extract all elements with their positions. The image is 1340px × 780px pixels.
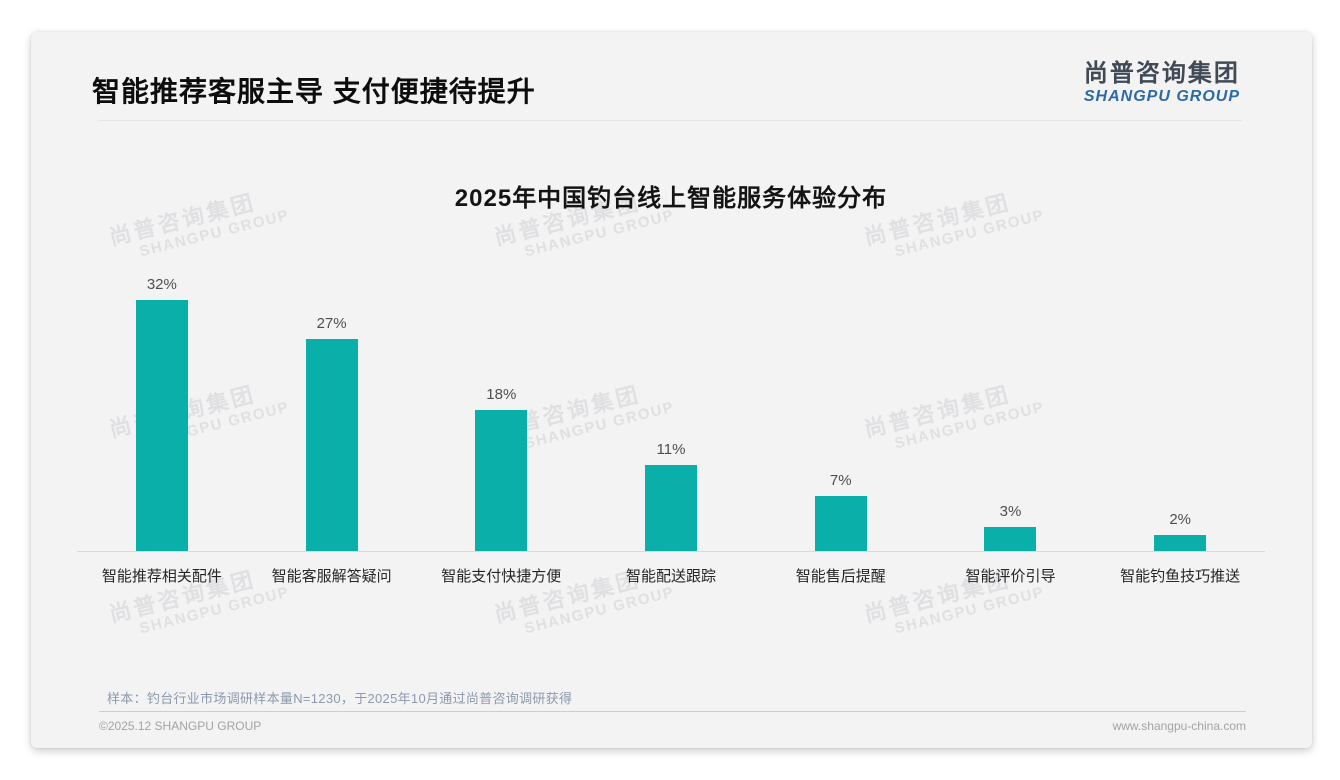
sample-note: 样本：钓台行业市场调研样本量N=1230，于2025年10月通过尚普咨询调研获得 xyxy=(107,691,573,706)
chart-category-labels: 智能推荐相关配件 智能客服解答疑问 智能支付快捷方便 智能配送跟踪 智能售后提醒 智能评价… xyxy=(77,565,1265,586)
bar-column: 2% xyxy=(1095,511,1265,551)
bar-column: 32% xyxy=(77,276,247,551)
bar xyxy=(814,496,867,551)
bar-value-label: 32% xyxy=(146,276,177,293)
bar-value-label: 3% xyxy=(999,503,1022,520)
bar-column: 11% xyxy=(586,441,756,551)
bar-value-label: 7% xyxy=(829,472,852,489)
chart-title: 2025年中国钓台线上智能服务体验分布 xyxy=(454,185,888,212)
bar-column: 3% xyxy=(926,503,1096,551)
footer-divider xyxy=(99,711,1246,712)
title-divider xyxy=(99,120,1242,121)
bar-column: 27% xyxy=(247,315,417,551)
copyright-text: ©2025.12 SHANGPU GROUP xyxy=(99,719,262,733)
category-label: 智能支付快捷方便 xyxy=(441,568,562,585)
bar xyxy=(475,410,528,551)
watermark-english-text: SHANGPU GROUP xyxy=(892,583,1047,638)
footer: ©2025.12 SHANGPU GROUP www.shangpu-china… xyxy=(99,719,1246,733)
bar-chart: 2025年中国钓台线上智能服务体验分布 32% 27% 18% 11% 7% 3% 2% 智… xyxy=(77,142,1265,586)
bar-value-label: 11% xyxy=(656,441,686,458)
category-label: 智能客服解答疑问 xyxy=(271,568,392,585)
category-label: 智能配送跟踪 xyxy=(626,568,717,585)
website-url: www.shangpu-china.com xyxy=(1112,719,1246,733)
bar xyxy=(305,339,358,551)
bar-column: 18% xyxy=(416,386,586,551)
category-label: 智能评价引导 xyxy=(965,568,1056,585)
logo-english-name: SHANGPU GROUP xyxy=(1083,88,1240,105)
report-slide: 智能推荐客服主导 支付便捷待提升 尚普咨询集团 SHANGPU GROUP 尚普… xyxy=(31,32,1312,748)
bar-value-label: 27% xyxy=(316,315,347,332)
bar-value-label: 2% xyxy=(1169,511,1192,528)
page-title: 智能推荐客服主导 支付便捷待提升 xyxy=(92,76,536,107)
category-label: 智能推荐相关配件 xyxy=(101,568,222,585)
bar xyxy=(645,465,698,551)
watermark-english-text: SHANGPU GROUP xyxy=(522,583,677,638)
bar-value-label: 18% xyxy=(486,386,517,403)
logo-chinese-name: 尚普咨询集团 xyxy=(1083,60,1240,87)
bar-column: 7% xyxy=(756,472,926,551)
bar xyxy=(135,300,188,551)
category-label: 智能售后提醒 xyxy=(795,568,886,585)
bar xyxy=(1154,535,1207,551)
bar xyxy=(984,527,1037,551)
category-label: 智能钓鱼技巧推送 xyxy=(1120,568,1241,585)
watermark-english-text: SHANGPU GROUP xyxy=(137,583,292,638)
company-logo: 尚普咨询集团 SHANGPU GROUP xyxy=(1084,60,1240,106)
chart-plot-area: 32% 27% 18% 11% 7% 3% 2% xyxy=(77,142,1265,552)
